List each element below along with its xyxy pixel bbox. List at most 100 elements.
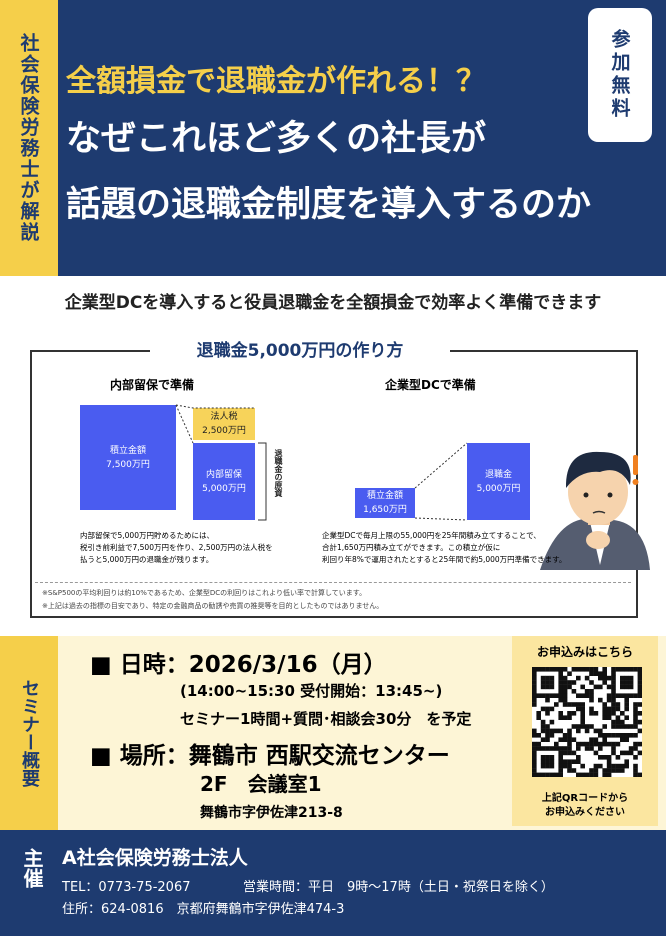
qr-module: [602, 737, 607, 742]
qr-module: [571, 737, 577, 742]
qr-module: [545, 667, 550, 672]
qr-module: [562, 689, 568, 694]
qr-module: [628, 733, 634, 738]
qr-module: [624, 684, 629, 690]
bar-label: 積立金額: [366, 491, 403, 501]
qr-module: [540, 737, 546, 742]
qr-module: [536, 733, 541, 738]
qr-module: [549, 706, 555, 712]
qr-code[interactable]: [532, 667, 642, 777]
qr-module: [598, 755, 603, 760]
qr-module: [624, 759, 629, 764]
qr-module: [611, 693, 616, 698]
qr-module: [624, 680, 629, 685]
qr-module: [549, 667, 555, 672]
tel: TEL：0773-75-2067: [62, 880, 191, 895]
qr-module: [624, 715, 629, 720]
qr-module: [558, 667, 563, 672]
qr-module: [602, 680, 607, 685]
qr-module: [589, 772, 594, 777]
qr-module: [628, 693, 634, 698]
qr-module: [593, 671, 599, 676]
qr-module: [606, 684, 612, 690]
qr-module: [584, 675, 590, 681]
qr-module: [558, 675, 563, 681]
qr-module: [549, 680, 555, 685]
qr-module: [589, 724, 594, 729]
qr-module: [615, 706, 621, 712]
qr-module: [620, 737, 625, 742]
qr-module: [567, 671, 572, 676]
qr-module: [584, 741, 590, 747]
qr-module: [571, 711, 577, 716]
qr-module: [606, 693, 612, 698]
qr-module: [611, 684, 616, 690]
qr-module: [536, 711, 541, 716]
qr-module: [549, 728, 555, 734]
qr-module: [558, 671, 563, 676]
qr-module: [593, 711, 599, 716]
bar-amount: 2,500万円: [202, 426, 246, 436]
qr-module: [633, 755, 638, 760]
qr-module: [598, 763, 603, 769]
bar-amount: 7,500万円: [106, 459, 150, 470]
qr-module: [637, 680, 642, 685]
qr-module: [584, 746, 590, 751]
qr-module: [584, 693, 590, 698]
qr-module: [567, 741, 572, 747]
qr-module: [606, 697, 612, 703]
badge: 参加無料: [588, 8, 652, 142]
hours: 営業時間：平日 9時〜17時（土日・祝祭日を除く）: [243, 880, 554, 895]
qr-module: [628, 680, 634, 685]
qr-module: [540, 759, 546, 764]
qr-module: [554, 772, 559, 777]
qr-module: [549, 675, 555, 681]
qr-module: [567, 680, 572, 685]
qr-module: [606, 706, 612, 712]
time: (14:00~15:30 受付開始：13:45~): [180, 682, 443, 700]
qr-module: [580, 706, 585, 712]
qr-module: [540, 684, 546, 690]
qr-module: [620, 693, 625, 698]
qr-module: [606, 768, 612, 773]
qr-module: [532, 768, 537, 773]
qr-module: [593, 684, 599, 690]
qr-module: [611, 724, 616, 729]
qr-module: [540, 693, 546, 698]
qr-module: [571, 702, 577, 707]
qr-module: [562, 680, 568, 685]
qr-module: [558, 759, 563, 764]
dc-saving-bar: 積立金額 1,650万円: [355, 488, 415, 518]
qr-module: [540, 667, 546, 672]
qr-module: [562, 746, 568, 751]
footer-side-label: 主催: [20, 848, 44, 888]
qr-module: [567, 715, 572, 720]
address: 舞鶴市字伊佐津213-8: [200, 805, 343, 821]
qr-module: [549, 772, 555, 777]
qr-module: [580, 724, 585, 729]
qr-module: [549, 693, 555, 698]
qr-module: [532, 675, 537, 681]
qr-module: [532, 755, 537, 760]
qr-module: [558, 768, 563, 773]
qr-module: [584, 689, 590, 694]
qr-module: [611, 689, 616, 694]
qr-module: [536, 693, 541, 698]
qr-module: [562, 667, 568, 672]
qr-module: [602, 675, 607, 681]
qr-module: [532, 667, 537, 672]
qr-module: [545, 755, 550, 760]
qr-module: [532, 750, 537, 756]
qr-module: [545, 737, 550, 742]
qr-module: [593, 768, 599, 773]
qr-module: [576, 706, 581, 712]
qr-module: [593, 728, 599, 734]
qr-module: [571, 768, 577, 773]
note: ※S&P500の平均利回りは約10%であるため、企業型DCの利回りはこれより低い…: [42, 589, 367, 597]
qr-module: [562, 675, 568, 681]
qr-module: [545, 684, 550, 690]
qr-module: [637, 671, 642, 676]
qr-module: [606, 772, 612, 777]
bar-label: 積立金額: [109, 445, 146, 456]
